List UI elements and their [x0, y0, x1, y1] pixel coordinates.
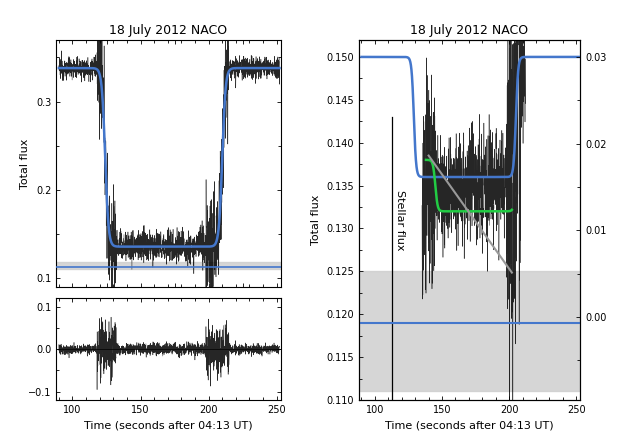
Text: Stellar flux: Stellar flux — [395, 190, 405, 250]
Bar — [359, 271, 580, 392]
Title: 18 July 2012 NACO: 18 July 2012 NACO — [109, 24, 228, 37]
Y-axis label: Total flux: Total flux — [311, 195, 321, 245]
X-axis label: Time (seconds after 04:13 UT): Time (seconds after 04:13 UT) — [385, 420, 554, 431]
Title: 18 July 2012 NACO: 18 July 2012 NACO — [411, 24, 529, 37]
Bar — [56, 262, 281, 269]
Y-axis label: Total flux: Total flux — [21, 138, 31, 189]
X-axis label: Time (seconds after 04:13 UT): Time (seconds after 04:13 UT) — [84, 420, 253, 431]
